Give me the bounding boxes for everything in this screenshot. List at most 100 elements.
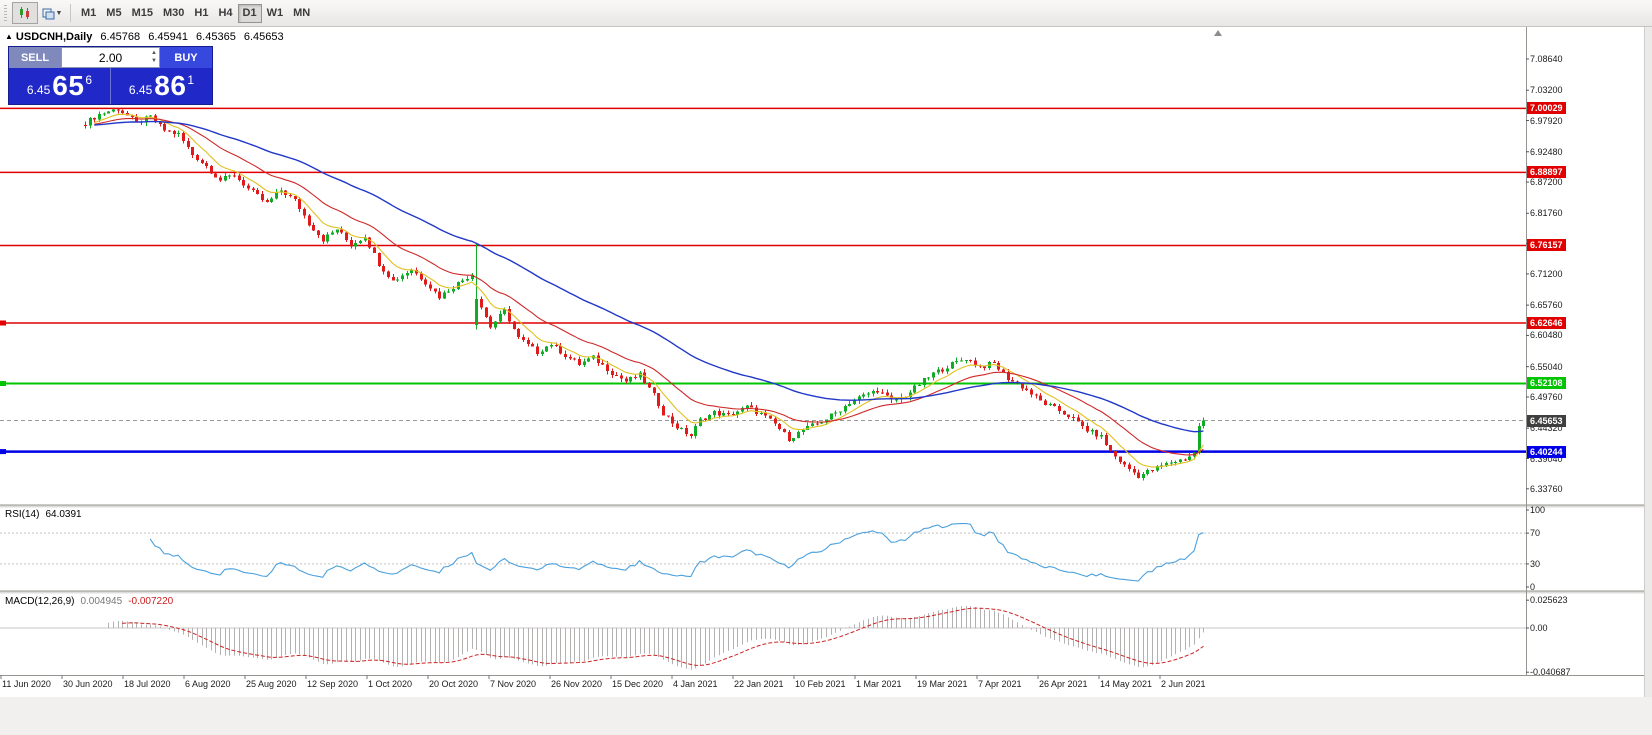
price-scale-label[interactable]: 7.08640 <box>1530 54 1563 64</box>
timeframe-button-h4[interactable]: H4 <box>218 7 233 19</box>
moving-average-lines <box>94 113 1204 468</box>
level-price-tag[interactable]: 6.40244 <box>1527 445 1566 458</box>
volume-up-icon[interactable]: ▲ <box>151 50 157 56</box>
price-scale-label[interactable]: 6.97920 <box>1530 115 1563 126</box>
price-scale-label[interactable]: 6.55040 <box>1530 361 1563 372</box>
chart-shift-marker-icon <box>1214 30 1222 36</box>
macd-label: MACD(12,26,9) 0.004945 -0.007220 <box>5 596 173 607</box>
current-price-tag: 6.45653 <box>1527 414 1566 427</box>
date-label[interactable]: 6 Aug 2020 <box>185 679 231 689</box>
sell-button[interactable]: SELL <box>9 47 61 68</box>
level-price-tag[interactable]: 6.62646 <box>1527 317 1566 329</box>
level-price-tag[interactable]: 7.00029 <box>1527 102 1566 115</box>
ohlc-low: 6.45365 <box>196 31 236 43</box>
price-scale-label[interactable]: 6.39040 <box>1530 453 1563 464</box>
price-scale-label[interactable]: 6.49760 <box>1530 391 1563 402</box>
sell-price-display[interactable]: 6.45 65 6 <box>9 68 111 104</box>
price-scale-label[interactable]: 7.03200 <box>1530 85 1563 96</box>
date-label[interactable]: 10 Feb 2021 <box>795 679 846 689</box>
level-price-tag[interactable]: 6.76157 <box>1527 239 1566 252</box>
candlestick-icon <box>20 7 29 19</box>
level-price-tag[interactable]: 6.52108 <box>1527 377 1566 390</box>
date-label[interactable]: 22 Jan 2021 <box>734 679 784 689</box>
macd-panel-separator <box>0 591 1644 594</box>
volume-down-icon[interactable]: ▼ <box>151 58 157 64</box>
timeframe-button-mn[interactable]: MN <box>293 7 311 19</box>
ohlc-high: 6.45941 <box>148 31 188 43</box>
timeframe-button-m5[interactable]: M5 <box>106 7 122 19</box>
toolbar-grip[interactable] <box>4 5 7 21</box>
sell-price-main: 65 <box>52 70 85 101</box>
chart-symbol: USDCNH,Daily <box>15 31 93 43</box>
date-label[interactable]: 30 Jun 2020 <box>63 679 113 689</box>
date-label[interactable]: 26 Apr 2021 <box>1039 679 1088 689</box>
timeframe-button-m15[interactable]: M15 <box>131 7 153 19</box>
timeframe-buttons: M1 M5 M15 M30 H1 H4 D1 W1 MN <box>76 3 315 23</box>
timeframe-button-h1[interactable]: H1 <box>194 7 209 19</box>
ma-8-line <box>94 113 1204 468</box>
objects-glyph <box>42 8 55 19</box>
date-label[interactable]: 12 Sep 2020 <box>307 679 359 689</box>
date-label[interactable]: 4 Jan 2021 <box>673 679 718 689</box>
price-scale-label[interactable]: 6.87200 <box>1530 177 1563 188</box>
volume-stepper[interactable]: 2.00 ▲ ▼ <box>61 47 160 68</box>
level-lines <box>0 107 1526 453</box>
one-click-panel-toggle-icon[interactable]: ▲ <box>5 32 13 41</box>
price-scale-label[interactable]: 6.33760 <box>1530 483 1563 494</box>
toolbar-separator <box>70 4 71 22</box>
date-label[interactable]: 7 Apr 2021 <box>978 679 1022 689</box>
price-scale-label[interactable]: 6.60480 <box>1530 330 1563 341</box>
timeframe-button-m1[interactable]: M1 <box>81 7 97 19</box>
timeframe-button-w1[interactable]: W1 <box>266 7 284 19</box>
rsi-name: RSI(14) <box>5 509 40 520</box>
macd-signal-value: -0.007220 <box>128 596 174 607</box>
macd-scale-label: 0.025623 <box>1530 595 1568 606</box>
date-label[interactable]: 18 Jul 2020 <box>124 679 171 689</box>
buy-price-prefix: 6.45 <box>128 82 153 97</box>
date-label[interactable]: 1 Mar 2021 <box>856 679 902 689</box>
level-price-tag[interactable]: 6.88897 <box>1527 166 1566 179</box>
date-label[interactable]: 25 Aug 2020 <box>246 679 297 689</box>
date-label[interactable]: 14 May 2021 <box>1100 679 1153 689</box>
date-label[interactable]: 20 Oct 2020 <box>429 679 479 689</box>
rsi-scale-label: 30 <box>1530 558 1541 569</box>
macd-layer <box>0 605 1526 670</box>
price-scale-label[interactable]: 6.44320 <box>1530 423 1563 434</box>
sell-price-prefix: 6.45 <box>26 82 51 97</box>
chart-objects-icon[interactable]: ▼ <box>39 2 65 24</box>
rsi-layer <box>0 522 1526 582</box>
buy-price-pip: 1 <box>187 73 195 87</box>
rsi-scale-label: 0 <box>1530 582 1536 592</box>
buy-price-main: 86 <box>154 70 187 101</box>
timeframe-button-d1[interactable]: D1 <box>237 3 262 23</box>
one-click-trading-panel: SELL 2.00 ▲ ▼ BUY 6.45 65 6 6.45 86 1 <box>8 46 213 105</box>
chart-toolbar: ▼ M1 M5 M15 M30 H1 H4 D1 W1 MN <box>0 0 1652 27</box>
macd-name: MACD(12,26,9) <box>5 596 75 607</box>
price-scale-label[interactable]: 6.71200 <box>1530 268 1563 279</box>
macd-main-value: 0.004945 <box>80 596 123 607</box>
date-label[interactable]: 1 Oct 2020 <box>368 679 413 689</box>
sell-price-pip: 6 <box>85 73 93 87</box>
date-label[interactable]: 11 Jun 2020 <box>2 679 51 689</box>
buy-price-display[interactable]: 6.45 86 1 <box>111 68 212 104</box>
chart-template-icon[interactable] <box>12 2 38 24</box>
date-label[interactable]: 2 Jun 2021 <box>1161 679 1206 689</box>
timeframe-button-m30[interactable]: M30 <box>162 7 185 19</box>
candles-layer <box>84 107 1205 481</box>
rsi-panel-separator <box>0 505 1644 508</box>
date-label[interactable]: 7 Nov 2020 <box>490 679 537 689</box>
price-scale-label[interactable]: 6.81760 <box>1530 208 1563 219</box>
rsi-scale-label: 70 <box>1530 528 1541 539</box>
date-label[interactable]: 15 Dec 2020 <box>612 679 664 689</box>
date-label[interactable]: 26 Nov 2020 <box>551 679 603 689</box>
price-scale-label[interactable]: 6.65760 <box>1530 300 1563 311</box>
vertical-scrollbar[interactable] <box>1644 27 1652 697</box>
rsi-label: RSI(14) 64.0391 <box>5 509 82 520</box>
chart-title: ▲ USDCNH,Daily 6.45768 6.45941 6.45365 6.… <box>5 31 289 43</box>
buy-button[interactable]: BUY <box>160 47 212 68</box>
price-scale-label[interactable]: 6.92480 <box>1530 146 1563 157</box>
date-label[interactable]: 19 Mar 2021 <box>917 679 968 689</box>
level-left-marker <box>0 449 6 455</box>
